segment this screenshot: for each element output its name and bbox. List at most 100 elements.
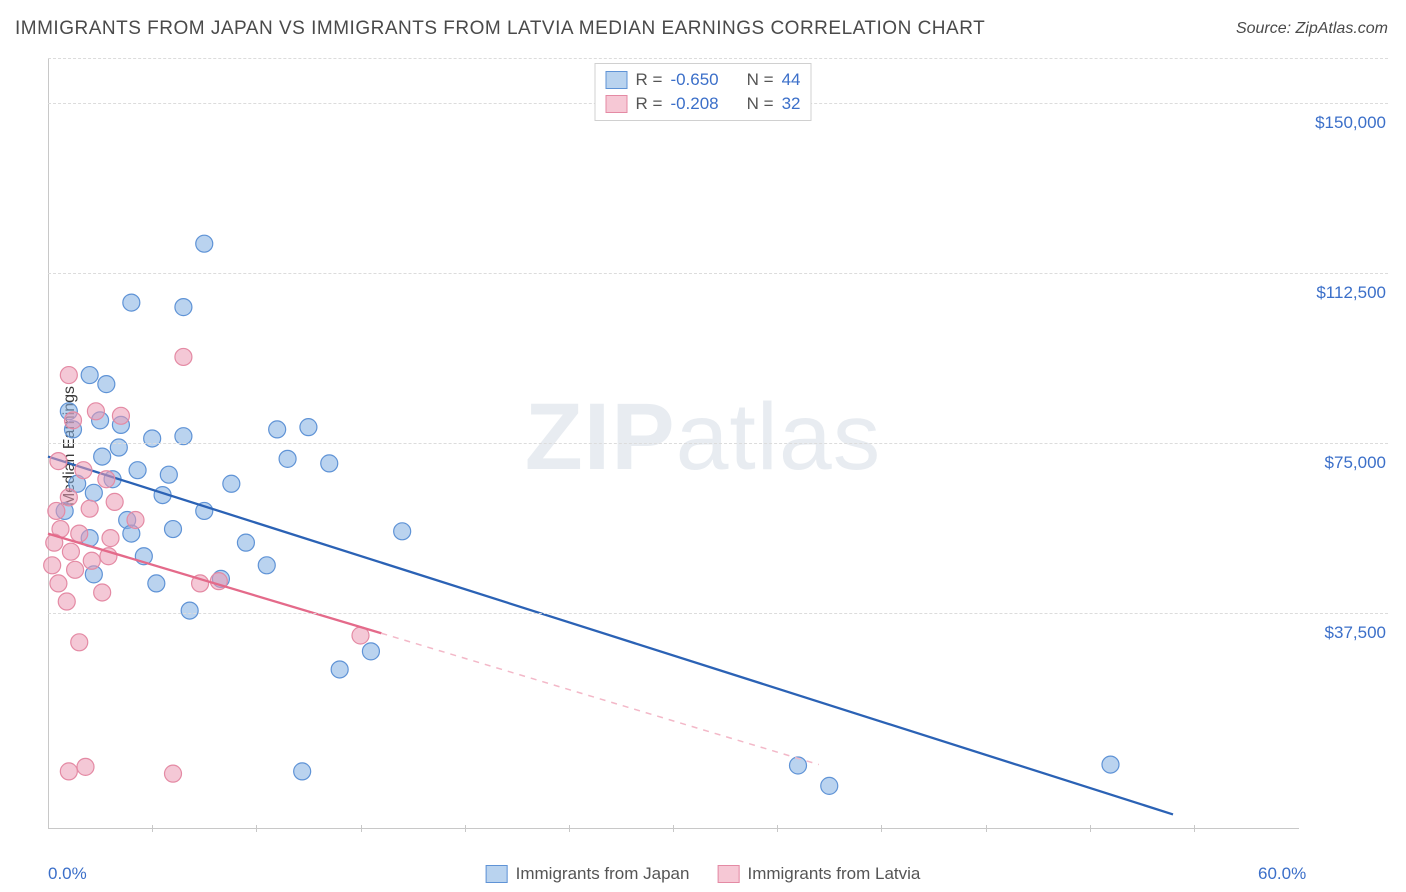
chart-title: IMMIGRANTS FROM JAPAN VS IMMIGRANTS FROM… xyxy=(15,18,985,40)
scatter-point xyxy=(129,462,146,479)
gridline xyxy=(48,613,1388,614)
gridline xyxy=(48,443,1388,444)
scatter-point xyxy=(71,634,88,651)
scatter-point xyxy=(294,763,311,780)
scatter-point xyxy=(181,602,198,619)
scatter-point xyxy=(58,593,75,610)
scatter-point xyxy=(1102,756,1119,773)
legend-r-value[interactable]: -0.208 xyxy=(670,94,718,114)
scatter-point xyxy=(106,493,123,510)
scatter-point xyxy=(102,530,119,547)
scatter-point xyxy=(71,525,88,542)
x-tick-label: 0.0% xyxy=(48,864,87,884)
scatter-point xyxy=(300,419,317,436)
scatter-point xyxy=(77,758,94,775)
legend-swatch xyxy=(606,95,628,113)
y-tick-label: $75,000 xyxy=(1325,453,1386,473)
legend-item: Immigrants from Latvia xyxy=(717,864,920,884)
x-minor-tick xyxy=(256,825,257,832)
x-minor-tick xyxy=(673,825,674,832)
scatter-point xyxy=(790,757,807,774)
scatter-point xyxy=(60,367,77,384)
x-minor-tick xyxy=(777,825,778,832)
gridline xyxy=(48,58,1388,59)
legend-swatch xyxy=(606,71,628,89)
scatter-point xyxy=(83,552,100,569)
x-minor-tick xyxy=(465,825,466,832)
x-minor-tick xyxy=(1090,825,1091,832)
scatter-point xyxy=(127,512,144,529)
legend-top: R = -0.650 N = 44 R = -0.208 N = 32 xyxy=(595,63,812,121)
scatter-point xyxy=(237,534,254,551)
legend-r-label: R = xyxy=(636,94,663,114)
y-tick-label: $112,500 xyxy=(1316,283,1386,303)
legend-r-value[interactable]: -0.650 xyxy=(670,70,718,90)
x-minor-tick xyxy=(569,825,570,832)
x-tick-label: 60.0% xyxy=(1258,864,1306,884)
scatter-point xyxy=(144,430,161,447)
scatter-point xyxy=(44,557,61,574)
scatter-point xyxy=(81,500,98,517)
legend-n-value[interactable]: 44 xyxy=(782,70,801,90)
scatter-point xyxy=(48,502,65,519)
legend-bottom: Immigrants from Japan Immigrants from Lat… xyxy=(486,864,921,884)
x-minor-tick xyxy=(986,825,987,832)
trend-line-dashed xyxy=(381,633,818,764)
x-minor-tick xyxy=(1194,825,1195,832)
legend-n-label: N = xyxy=(747,94,774,114)
scatter-point xyxy=(112,407,129,424)
scatter-point xyxy=(85,484,102,501)
scatter-point xyxy=(279,450,296,467)
x-minor-tick xyxy=(152,825,153,832)
scatter-point xyxy=(321,455,338,472)
scatter-point xyxy=(160,466,177,483)
scatter-point xyxy=(196,235,213,252)
legend-n-value[interactable]: 32 xyxy=(782,94,801,114)
scatter-point xyxy=(362,643,379,660)
scatter-point xyxy=(50,575,67,592)
scatter-point xyxy=(87,403,104,420)
legend-label: Immigrants from Latvia xyxy=(747,864,920,884)
scatter-point xyxy=(394,523,411,540)
source-label: Source: ZipAtlas.com xyxy=(1236,20,1388,38)
scatter-point xyxy=(123,294,140,311)
x-minor-tick xyxy=(881,825,882,832)
legend-stat-row: R = -0.208 N = 32 xyxy=(606,92,801,116)
scatter-point xyxy=(223,475,240,492)
scatter-point xyxy=(65,412,82,429)
scatter-point xyxy=(148,575,165,592)
gridline xyxy=(48,273,1388,274)
x-minor-tick xyxy=(361,825,362,832)
scatter-point xyxy=(50,453,67,470)
scatter-point xyxy=(98,471,115,488)
legend-r-label: R = xyxy=(636,70,663,90)
scatter-point xyxy=(62,543,79,560)
scatter-point xyxy=(94,448,111,465)
scatter-point xyxy=(110,439,127,456)
scatter-point xyxy=(175,299,192,316)
trend-line xyxy=(48,534,381,634)
legend-stat-row: R = -0.650 N = 44 xyxy=(606,68,801,92)
legend-swatch xyxy=(486,865,508,883)
trend-line xyxy=(48,457,1173,815)
scatter-point xyxy=(75,462,92,479)
scatter-point xyxy=(258,557,275,574)
y-tick-label: $150,000 xyxy=(1315,113,1386,133)
scatter-point xyxy=(331,661,348,678)
scatter-point xyxy=(821,777,838,794)
y-tick-label: $37,500 xyxy=(1325,623,1386,643)
scatter-point xyxy=(60,489,77,506)
legend-label: Immigrants from Japan xyxy=(516,864,690,884)
chart-container: IMMIGRANTS FROM JAPAN VS IMMIGRANTS FROM… xyxy=(0,0,1406,892)
scatter-point xyxy=(165,521,182,538)
legend-swatch xyxy=(717,865,739,883)
scatter-point xyxy=(175,348,192,365)
scatter-point xyxy=(81,367,98,384)
scatter-point xyxy=(94,584,111,601)
scatter-point xyxy=(60,763,77,780)
scatter-point xyxy=(165,765,182,782)
scatter-point xyxy=(269,421,286,438)
scatter-point xyxy=(67,561,84,578)
legend-item: Immigrants from Japan xyxy=(486,864,690,884)
legend-n-label: N = xyxy=(747,70,774,90)
